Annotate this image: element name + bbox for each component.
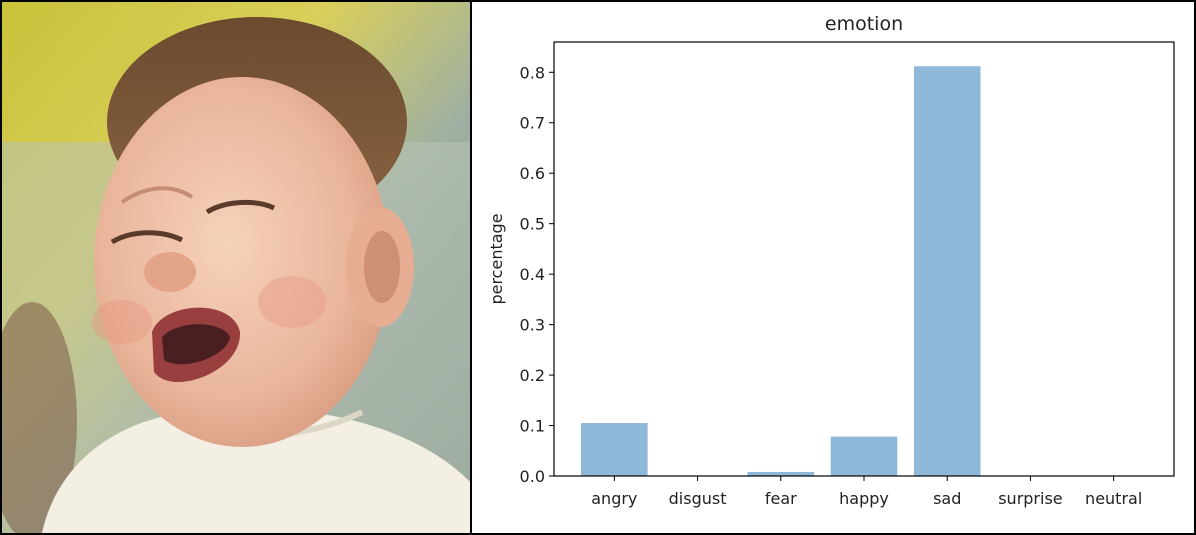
x-tick-label-surprise: surprise [998,489,1062,508]
panel-divider [470,2,472,533]
y-tick-label: 0.8 [520,63,545,82]
y-tick-label: 0.3 [520,316,545,335]
baby-photo [2,2,470,533]
bar-fear [747,471,815,476]
emotion-bar-chart: emotion percentage 0.0 0.1 0.2 0.3 0.4 0.5 0.6… [472,2,1194,533]
x-tick-label-angry: angry [591,489,637,508]
plot-area-frame [553,41,1175,477]
baby-photo-illustration [2,2,470,533]
y-tick-label: 0.5 [520,215,545,234]
bar-angry [581,423,648,476]
y-tick-label: 0.7 [520,114,545,133]
y-axis-label: percentage [487,213,506,304]
x-tick-label-fear: fear [765,489,797,508]
y-tick-label: 0.2 [520,366,545,385]
y-tick-label: 0.0 [520,467,545,486]
bar-sad [913,66,981,476]
y-tick-label: 0.1 [520,417,545,436]
x-tick-label-disgust: disgust [669,489,727,508]
chart-canvas: emotion percentage 0.0 0.1 0.2 0.3 0.4 0.5 0.6… [487,13,1175,508]
y-tick-label: 0.4 [520,265,545,284]
y-tick-label: 0.6 [520,164,545,183]
bar-group [581,66,981,476]
x-tick-label-happy: happy [839,489,889,508]
x-tick-label-sad: sad [933,489,961,508]
x-tick-label-neutral: neutral [1085,489,1142,508]
chart-title: emotion [825,13,903,35]
y-axis-ticks: 0.0 0.1 0.2 0.3 0.4 0.5 0.6 0.7 0.8 [520,63,554,486]
bar-happy [830,436,898,476]
x-axis-ticks: angry disgust fear happy sad surprise neutral [591,476,1142,508]
